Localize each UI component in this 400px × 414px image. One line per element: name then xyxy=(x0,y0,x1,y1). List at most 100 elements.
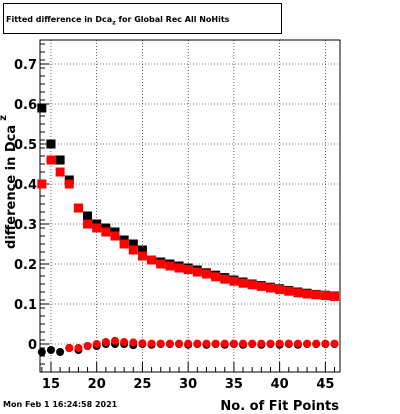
y-tick-label: 0.6 xyxy=(14,98,37,113)
x-tick-label: 35 xyxy=(225,377,243,392)
data-point-circle xyxy=(229,339,238,348)
data-point-circle xyxy=(120,338,129,346)
data-point-circle xyxy=(202,339,211,348)
data-point-square xyxy=(128,245,138,255)
y-tick-label: 0.2 xyxy=(14,258,37,273)
y-tick-label: 0.5 xyxy=(14,138,37,153)
data-point-circle xyxy=(147,339,156,348)
data-point-square xyxy=(37,179,47,189)
data-point-square xyxy=(220,274,230,284)
chart-title-subscript: z xyxy=(112,19,116,27)
data-point-square xyxy=(83,211,93,221)
data-point-circle xyxy=(101,338,110,346)
y-tick-label: 0.7 xyxy=(14,58,37,73)
data-point-square xyxy=(165,261,175,271)
data-point-circle xyxy=(266,339,275,348)
data-point-square xyxy=(229,276,239,286)
data-point-square xyxy=(293,288,303,298)
chart-title-suffix: for Global Rec All NoHits xyxy=(115,15,230,24)
data-point-square xyxy=(275,285,285,295)
data-point-circle xyxy=(184,339,193,348)
x-tick-label: 25 xyxy=(133,377,151,392)
y-axis-label-group: difference in Dcaz xyxy=(0,115,19,249)
y-axis-label: difference in Dcaz xyxy=(0,115,19,249)
data-point-circle xyxy=(220,339,229,348)
data-point-circle xyxy=(248,339,257,348)
x-tick-label: 15 xyxy=(42,377,60,392)
data-point-circle xyxy=(165,339,174,348)
data-point-square xyxy=(256,281,266,291)
data-point-circle xyxy=(293,339,302,348)
y-axis-label-subscript: z xyxy=(0,115,9,121)
data-point-circle xyxy=(211,339,220,348)
y-tick-label: 0.1 xyxy=(14,298,37,313)
data-point-circle xyxy=(284,339,293,348)
x-tick-label: 20 xyxy=(88,377,106,392)
data-point-square xyxy=(192,267,202,277)
data-point-square xyxy=(92,223,102,233)
x-tick-label: 40 xyxy=(271,377,289,392)
data-point-circle xyxy=(37,348,46,356)
data-point-square xyxy=(37,103,47,113)
data-point-square xyxy=(156,259,166,269)
data-point-square xyxy=(147,255,157,265)
data-point-circle xyxy=(330,339,339,348)
plot-frame xyxy=(39,39,341,373)
grid-lines xyxy=(40,40,340,372)
data-point-square xyxy=(128,239,138,249)
x-tick-label: 30 xyxy=(179,377,197,392)
axis-ticks: 0 0.1 0.2 0.3 0.4 0.5 0.6 0.7 15 20 25 30 35 40 45 xyxy=(14,43,336,392)
data-point-square xyxy=(247,280,257,290)
data-point-circle xyxy=(275,339,284,348)
data-point-square xyxy=(137,245,147,255)
data-point-circle xyxy=(129,338,138,347)
data-point-circle xyxy=(156,339,165,348)
chart-title-prefix: Fitted difference in Dca xyxy=(6,15,113,24)
data-point-circle xyxy=(138,339,147,348)
data-point-square xyxy=(46,139,56,149)
data-point-circle xyxy=(56,348,65,356)
data-point-circle xyxy=(175,339,184,348)
data-point-square xyxy=(311,290,321,300)
data-point-circle xyxy=(111,336,119,345)
data-point-circle xyxy=(65,344,74,352)
timestamp: Mon Feb 1 16:24:58 2021 xyxy=(3,400,118,409)
data-point-square xyxy=(238,278,248,288)
data-points xyxy=(37,103,340,356)
data-point-circle xyxy=(92,340,101,348)
data-point-circle xyxy=(303,339,312,348)
data-point-square xyxy=(101,227,111,237)
data-point-square xyxy=(302,289,312,299)
data-point-square xyxy=(330,291,340,301)
data-point-square xyxy=(265,283,275,293)
data-point-square xyxy=(211,272,221,282)
data-point-circle xyxy=(83,342,92,350)
y-tick-label: 0 xyxy=(28,338,37,353)
data-point-square xyxy=(174,263,184,273)
data-point-circle xyxy=(74,344,83,352)
data-point-circle xyxy=(239,339,248,348)
data-point-square xyxy=(201,269,211,279)
data-point-square xyxy=(183,265,193,275)
data-point-square xyxy=(64,179,74,189)
data-point-square xyxy=(55,155,65,165)
data-point-square xyxy=(320,291,330,301)
data-point-square xyxy=(55,167,65,177)
data-point-circle xyxy=(46,346,55,354)
y-tick-label: 0.4 xyxy=(14,178,37,193)
y-tick-label: 0.3 xyxy=(14,218,37,233)
data-point-circle xyxy=(312,339,321,348)
data-point-circle xyxy=(193,339,202,348)
chart-title: Fitted difference in Dcaz for Global Rec… xyxy=(3,3,282,34)
data-point-square xyxy=(137,251,147,261)
data-point-square xyxy=(46,155,56,165)
data-point-square xyxy=(73,203,83,213)
x-tick-label: 45 xyxy=(316,377,334,392)
data-point-circle xyxy=(257,339,266,348)
data-point-square xyxy=(110,231,120,241)
data-point-circle xyxy=(321,339,330,348)
data-point-square xyxy=(119,239,129,249)
data-point-square xyxy=(83,219,93,229)
x-axis-label: No. of Fit Points xyxy=(220,399,339,414)
